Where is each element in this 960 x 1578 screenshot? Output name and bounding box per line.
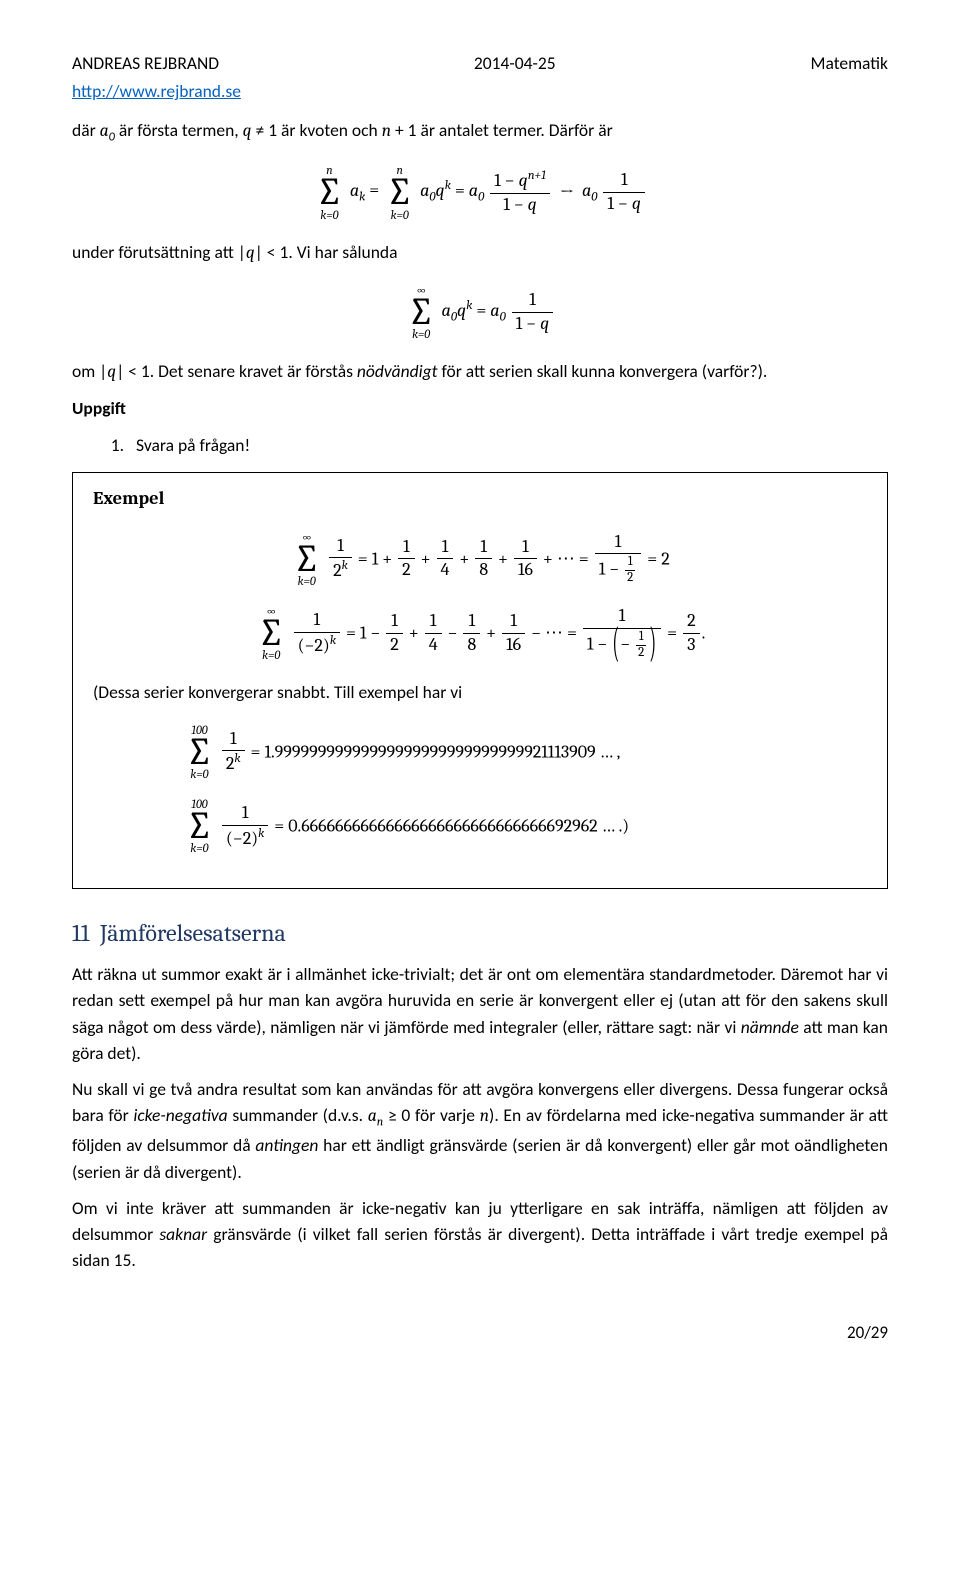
- text: nämnde: [741, 1016, 799, 1038]
- value: 1.99999999999999999999999999999921113909…: [264, 741, 620, 762]
- section-heading: 11 Jämförelsesatserna: [72, 915, 888, 951]
- text: om: [72, 360, 99, 382]
- page-footer: 20/29: [72, 1320, 888, 1346]
- paragraph-2: Nu skall vi ge två andra resultat som ka…: [72, 1076, 888, 1185]
- text: saknar: [159, 1223, 207, 1245]
- text: är kvoten och: [277, 119, 382, 141]
- section-number: 11: [72, 919, 89, 947]
- text: där: [72, 119, 100, 141]
- header-subject: Matematik: [811, 50, 888, 76]
- formula-finite-sum: n∑k=0 ak = n∑k=0 a0qk = a0 1 − qn+11 − q…: [72, 164, 888, 220]
- example-series-1: ∞∑k=0 12k = 1 + 12 + 14 + 18 + 116 + ⋯ =…: [93, 531, 867, 587]
- intro-line: där a0 är första termen, q ≠ 1 är kvoten…: [72, 117, 888, 147]
- dessa-line: (Dessa serier konvergerar snabbt. Till e…: [93, 679, 867, 705]
- example-box: Exempel ∞∑k=0 12k = 1 + 12 + 14 + 18 + 1…: [72, 472, 888, 889]
- value: 0.66666666666666666666666666666692962 … …: [288, 815, 629, 836]
- paragraph-1: Att räkna ut summor exakt är i allmänhet…: [72, 961, 888, 1066]
- text: . Det senare kravet är förstås: [150, 360, 357, 382]
- header-url[interactable]: http://www.rejbrand.se: [72, 78, 888, 104]
- under-assumption: under förutsättning att |q| < 1. Vi har …: [72, 239, 888, 266]
- text: antingen: [255, 1134, 318, 1156]
- example-series-2: ∞∑k=0 1(−2)k = 1 − 12 + 14 − 18 + 116 − …: [93, 605, 867, 661]
- text: icke-negativa: [133, 1104, 227, 1126]
- header-date: 2014-04-25: [474, 50, 556, 76]
- text: nödvändigt: [357, 360, 438, 382]
- text: är antalet termer. Därför är: [417, 119, 613, 141]
- text: summander (d.v.s.: [228, 1104, 368, 1126]
- question-item: Svara på frågan!: [128, 432, 888, 458]
- uppgift-heading: Uppgift: [72, 395, 888, 421]
- paragraph-3: Om vi inte kräver att summanden är icke-…: [72, 1195, 888, 1274]
- text: under förutsättning att: [72, 241, 238, 263]
- example-partial-1: 100∑k=0 12k = 1.999999999999999999999999…: [93, 724, 867, 780]
- text: . Vi har sålunda: [288, 241, 397, 263]
- om-line: om |q| < 1. Det senare kravet är förstås…: [72, 358, 888, 385]
- example-title: Exempel: [93, 485, 867, 513]
- example-partial-2: 100∑k=0 1(−2)k = 0.666666666666666666666…: [93, 798, 867, 854]
- text: för varje: [410, 1104, 479, 1126]
- header-author: ANDREAS REJBRAND: [72, 50, 219, 76]
- question-list: Svara på frågan!: [72, 432, 888, 458]
- section-title: Jämförelsesatserna: [100, 919, 286, 947]
- formula-infinite-sum: ∞∑k=0 a0qk = a0 11 − q: [72, 284, 888, 340]
- text: är första termen,: [115, 119, 243, 141]
- text: för att serien skall kunna konvergera (v…: [438, 360, 768, 382]
- page-header: ANDREAS REJBRAND 2014-04-25 Matematik: [72, 50, 888, 76]
